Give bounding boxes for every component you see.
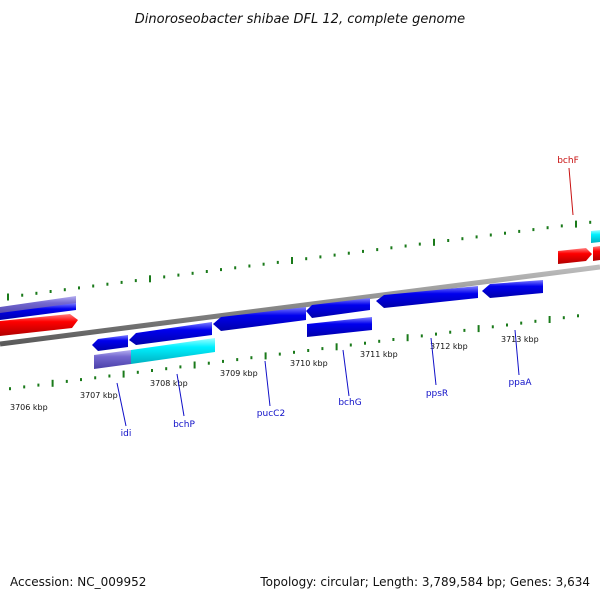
leader-ppsr	[430, 337, 437, 386]
tick-label-3708: 3708 kbp	[150, 379, 188, 388]
tick-label-3709: 3709 kbp	[220, 369, 258, 378]
gene-feature-left-red[interactable]	[0, 314, 78, 336]
gene-label-ppaa[interactable]: ppaA	[508, 378, 532, 388]
inner-tick-row	[9, 314, 579, 391]
gene-label-idi[interactable]: idi	[121, 429, 132, 439]
gene-label-leaders	[116, 167, 574, 427]
gene-feature-idi[interactable]	[92, 335, 128, 351]
gene-label-pucc2[interactable]: pucC2	[257, 409, 285, 419]
tick-label-3713: 3713 kbp	[501, 335, 539, 344]
accession-text: Accession: NC_009952	[10, 575, 146, 589]
leader-bchp	[176, 373, 185, 417]
leader-pucc2	[264, 360, 271, 407]
tick-label-3707: 3707 kbp	[80, 391, 118, 400]
upper-strand-features	[0, 230, 600, 336]
leader-idi	[116, 382, 127, 427]
gene-feature-bchg[interactable]	[307, 317, 372, 337]
lower-strand-features	[92, 280, 543, 369]
genome-backbone	[0, 264, 600, 347]
scale-labels: 3706 kbp 3707 kbp 3708 kbp 3709 kbp 3710…	[10, 335, 539, 412]
genome-summary-text: Topology: circular; Length: 3,789,584 bp…	[259, 575, 590, 589]
gene-feature-right-cyan[interactable]	[591, 230, 600, 243]
gene-label-ppsr[interactable]: ppsR	[426, 389, 448, 399]
gene-feature-bchg-upper[interactable]	[306, 298, 370, 318]
leader-bchf	[568, 167, 574, 216]
leader-bchg	[342, 349, 350, 397]
gene-labels: idi bchP pucC2 bchG ppsR ppaA bchF	[121, 156, 579, 439]
leader-ppaa	[514, 329, 520, 376]
gene-feature-cyan[interactable]	[131, 338, 215, 364]
gene-label-bchg[interactable]: bchG	[338, 398, 361, 408]
gene-label-bchf[interactable]: bchF	[557, 156, 579, 166]
gene-feature-pucc2[interactable]	[213, 307, 306, 331]
map-title: Dinoroseobacter shibae DFL 12, complete …	[135, 12, 465, 27]
gene-label-bchp[interactable]: bchP	[173, 420, 195, 430]
gene-feature-right-red[interactable]	[593, 246, 600, 261]
gene-feature-left-blue[interactable]	[0, 303, 76, 320]
tick-label-3710: 3710 kbp	[290, 359, 328, 368]
gene-feature-idi-partial[interactable]	[94, 350, 131, 369]
gene-feature-ppaa[interactable]	[482, 280, 543, 298]
gene-feature-bchf[interactable]	[558, 248, 592, 264]
gene-feature-ppsr[interactable]	[376, 286, 478, 308]
outer-tick-row	[7, 220, 592, 301]
tick-label-3706: 3706 kbp	[10, 403, 48, 412]
gene-feature-bchp[interactable]	[129, 322, 212, 345]
tick-label-3712: 3712 kbp	[430, 342, 468, 351]
tick-label-3711: 3711 kbp	[360, 350, 398, 359]
